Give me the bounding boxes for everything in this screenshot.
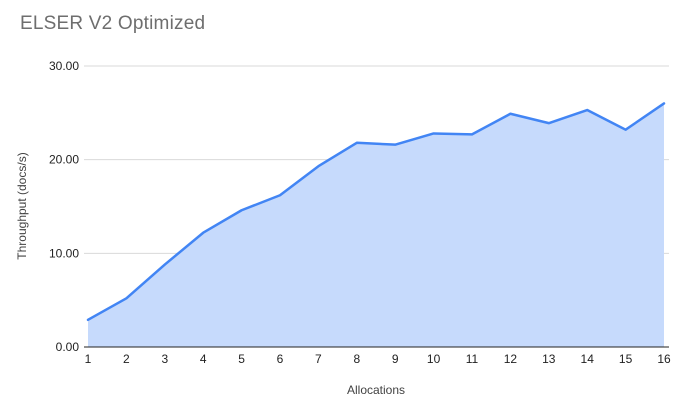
x-tick-label: 16 (657, 352, 671, 366)
y-tick-label: 10.00 (49, 246, 79, 260)
x-tick-label: 2 (123, 352, 130, 366)
x-tick-label: 5 (238, 352, 245, 366)
x-tick-label: 3 (161, 352, 168, 366)
x-tick-label: 15 (619, 352, 633, 366)
y-tick-label: 30.00 (49, 59, 79, 73)
x-tick-label: 11 (466, 352, 479, 366)
x-tick-label: 6 (277, 352, 284, 366)
x-tick-label: 10 (427, 352, 441, 366)
x-tick-label: 4 (200, 352, 207, 366)
x-axis-title: Allocations (346, 383, 406, 397)
y-tick-label: 20.00 (49, 153, 79, 167)
x-tick-label: 13 (542, 352, 556, 366)
x-tick-label: 12 (504, 352, 518, 366)
series-line (86, 102, 666, 322)
area-fill (88, 103, 664, 347)
y-tick-label: 0.00 (56, 340, 80, 354)
x-tick-label: 7 (315, 352, 322, 366)
x-tick-label: 8 (353, 352, 360, 366)
x-tick-label: 9 (392, 352, 399, 366)
chart-title: ELSER V2 Optimized (20, 13, 206, 34)
x-tick-label: 1 (85, 352, 92, 366)
x-tick-label: 14 (581, 352, 595, 366)
